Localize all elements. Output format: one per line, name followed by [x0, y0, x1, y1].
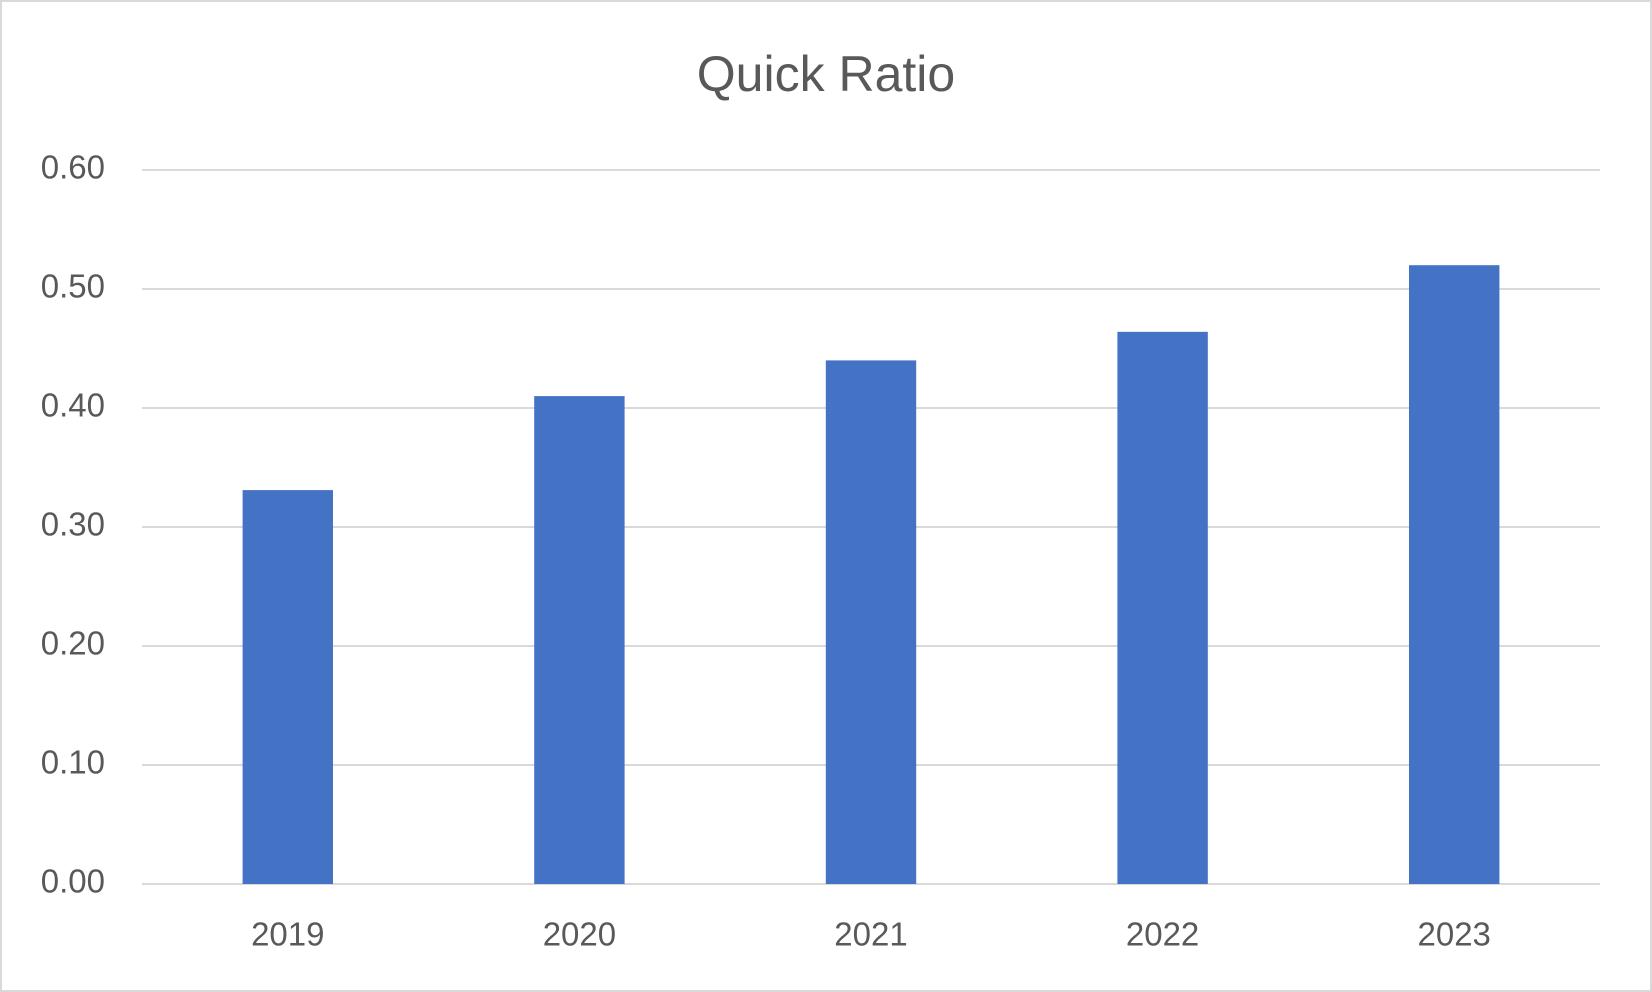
y-tick-label: 0.40 [41, 387, 105, 424]
y-tick-label: 0.50 [41, 268, 105, 305]
x-tick-label: 2020 [543, 916, 616, 953]
x-tick-label: 2023 [1417, 916, 1490, 953]
chart-title: Quick Ratio [697, 46, 955, 102]
y-tick-label: 0.00 [41, 863, 105, 900]
x-tick-label: 2022 [1126, 916, 1199, 953]
bar [825, 360, 917, 884]
y-tick-label: 0.10 [41, 744, 105, 781]
bar [534, 396, 625, 884]
bar [242, 490, 333, 884]
bar [1117, 331, 1208, 885]
x-tick-label: 2021 [834, 916, 907, 953]
y-tick-label: 0.30 [41, 506, 105, 543]
y-tick-label: 0.20 [41, 625, 105, 662]
x-tick-label: 2019 [251, 916, 324, 953]
bar [1409, 265, 1500, 884]
y-tick-label: 0.60 [41, 149, 105, 186]
